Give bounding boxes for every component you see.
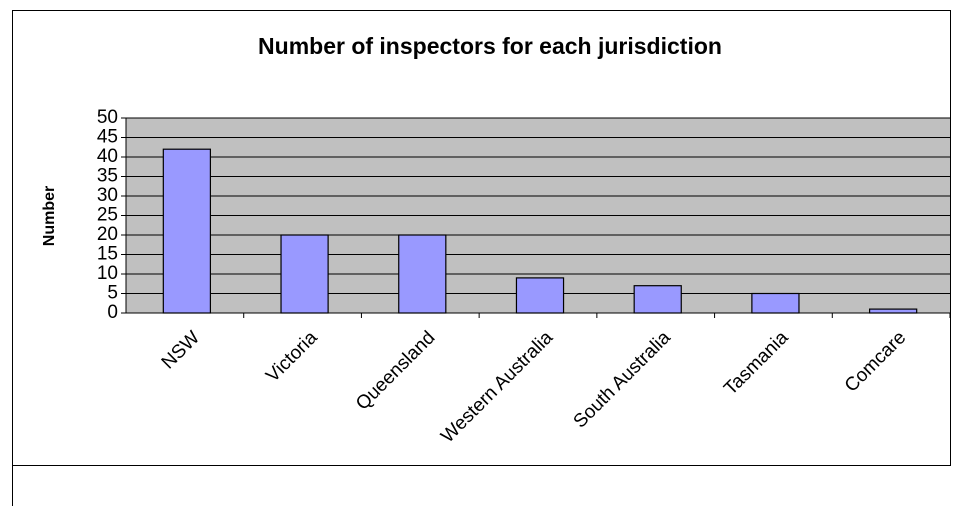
bar <box>280 234 329 314</box>
y-tick-label: 25 <box>97 205 118 226</box>
chart-title: Number of inspectors for each jurisdicti… <box>258 33 722 59</box>
bar <box>398 234 447 314</box>
y-axis-label: Number <box>41 186 58 246</box>
y-tick-label: 40 <box>97 146 118 167</box>
y-tick-label: 10 <box>97 263 118 284</box>
bar <box>162 148 211 314</box>
y-tick-label: 15 <box>97 244 118 265</box>
y-tick-label: 20 <box>97 224 118 245</box>
y-tick-label: 5 <box>107 283 118 304</box>
y-tick-label: 45 <box>97 127 118 148</box>
y-tick-label: 50 <box>97 107 118 128</box>
bar <box>868 308 918 314</box>
bar <box>751 292 800 314</box>
y-tick-label: 30 <box>97 185 118 206</box>
y-tick-label: 0 <box>107 302 118 323</box>
bar <box>515 277 565 314</box>
y-tick-label: 35 <box>97 166 118 187</box>
bar <box>633 285 682 314</box>
